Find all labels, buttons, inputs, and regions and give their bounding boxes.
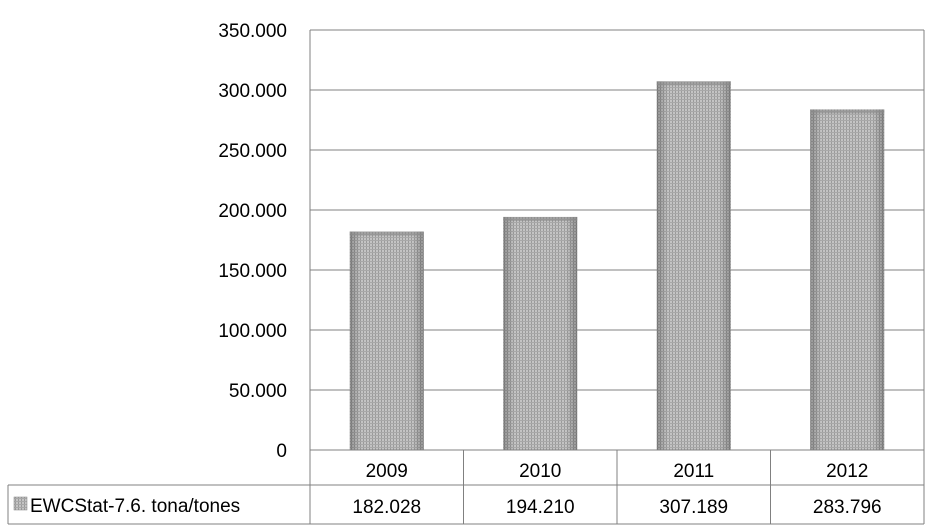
y-tick-label: 350.000: [218, 21, 287, 42]
bar-top-edge: [349, 231, 424, 236]
y-tick-label: 50.000: [229, 381, 287, 402]
bar-shade: [656, 81, 731, 450]
bar-shade: [349, 231, 424, 450]
bar: [349, 231, 424, 450]
category-label: 2009: [366, 461, 408, 482]
bar: [810, 109, 885, 451]
data-table: 2009 2010 2011 2012 EWCStat-7.6. tona/tones 1…: [7, 449, 924, 525]
value-label: 283.796: [813, 497, 882, 518]
y-tick-label: 250.000: [218, 141, 287, 162]
y-tick-label: 100.000: [218, 321, 287, 342]
bar-top-edge: [503, 216, 578, 221]
bars: [349, 81, 885, 451]
bar-shade: [503, 216, 578, 450]
y-tick-label: 150.000: [218, 261, 287, 282]
value-label: 194.210: [506, 497, 575, 518]
value-label: 307.189: [659, 497, 728, 518]
bar-shade: [810, 109, 885, 451]
category-label: 2011: [673, 461, 714, 482]
series-name: EWCStat-7.6. tona/tones: [30, 496, 240, 517]
y-tick-label: 200.000: [218, 201, 287, 222]
y-tick-label: 0: [276, 441, 287, 462]
bar: [656, 81, 731, 450]
bar-top-edge: [656, 81, 731, 86]
category-label: 2012: [826, 461, 868, 482]
y-axis: 0 50.000 100.000 150.000 200.000 250.000 300.0…: [218, 21, 287, 462]
bar-top-edge: [810, 109, 885, 114]
legend-key: [13, 496, 28, 511]
bar: [503, 216, 578, 450]
y-tick-label: 300.000: [218, 81, 287, 102]
category-label: 2010: [519, 461, 561, 482]
value-label: 182.028: [352, 497, 421, 518]
